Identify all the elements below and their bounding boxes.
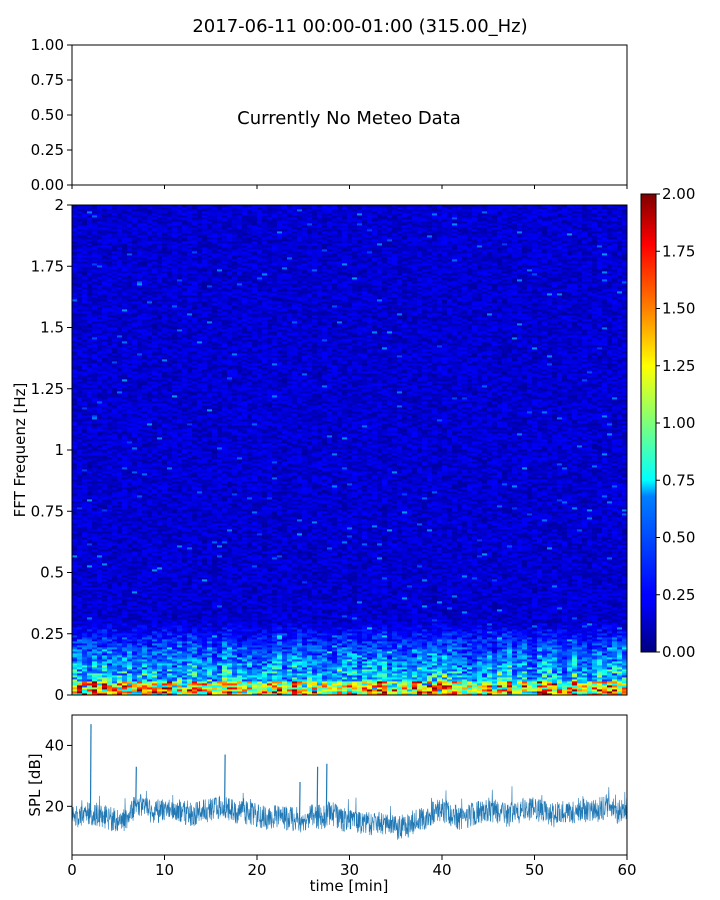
meteo-annotation: Currently No Meteo Data: [237, 108, 461, 129]
meteo-yticks: 0.00 0.25 0.50 0.75 1.00: [31, 36, 72, 194]
meteo-ytick-tick-label: 0.25: [31, 141, 64, 159]
meteo-ytick-tick-label: 0.50: [31, 106, 64, 124]
meteo-ytick-tick-label: 0.75: [31, 71, 64, 89]
meteo-panel: Currently No Meteo Data 0.00 0.25 0.50 0.75…: [31, 36, 627, 194]
figure-title: 2017-06-11 00:00-01:00 (315.00_Hz): [192, 16, 527, 37]
spectrogram-heatmap: [72, 205, 627, 695]
meteo-xticks: [72, 185, 627, 189]
meteo-ytick-tick-label: 1.00: [31, 36, 64, 54]
meteo-ytick-tick-label: 0.00: [31, 176, 64, 194]
